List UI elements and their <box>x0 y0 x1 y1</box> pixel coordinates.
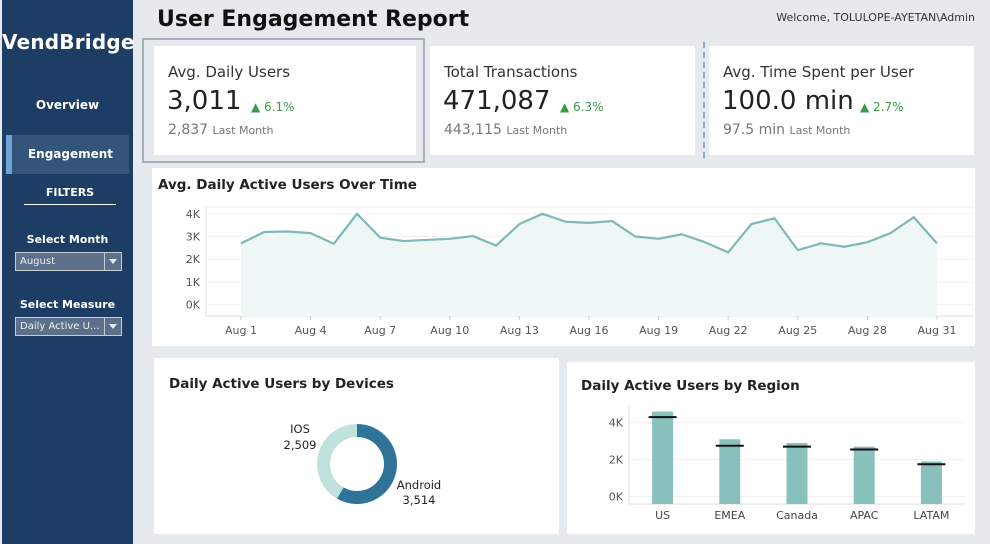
kpi-previous-value: 2,837 <box>168 122 209 138</box>
y-tick-label: 4K <box>186 208 201 221</box>
x-tick-label: Aug 28 <box>848 324 887 337</box>
donut-slice-ios <box>317 424 357 499</box>
bar-chart-title: Daily Active Users by Region <box>581 378 800 394</box>
series-line <box>240 212 938 254</box>
kpi-card-avg-daily-users[interactable]: Avg. Daily Users 3,011 ▲ 6.1% 2,837 Last… <box>154 46 416 155</box>
bar-canada <box>786 442 808 504</box>
x-tick-label: Aug 10 <box>430 324 469 337</box>
y-tick-label: 2K <box>186 253 201 266</box>
y-tick-label: 1K <box>186 276 201 289</box>
x-tick-label: Aug 1 <box>225 324 257 337</box>
chevron-down-icon[interactable] <box>104 253 121 270</box>
kpi-title: Avg. Time Spent per User <box>723 63 915 81</box>
bar-latam <box>920 461 942 504</box>
x-tick-label: Aug 13 <box>500 324 539 337</box>
kpi-previous-label: Last Month <box>212 124 274 137</box>
measure-dropdown[interactable]: Daily Active U... <box>15 317 122 336</box>
donut-chart-title: Daily Active Users by Devices <box>169 376 394 392</box>
month-dropdown-value: August <box>20 256 55 267</box>
slice-value: 3,514 <box>403 493 436 507</box>
kpi-divider <box>703 42 705 158</box>
x-tick-label: Aug 4 <box>295 324 327 337</box>
slice-label: IOS <box>290 422 310 436</box>
sidebar: VendBridge Overview Engagement FILTERS S… <box>2 0 135 544</box>
x-tick-label: Aug 31 <box>918 324 957 337</box>
donut-chart-panel: Daily Active Users by Devices Android 3,5… <box>154 358 559 534</box>
select-month-label: Select Month <box>26 233 109 246</box>
kpi-title: Total Transactions <box>444 63 578 81</box>
kpi-card-avg-time-spent[interactable]: Avg. Time Spent per User 100.0 min ▲ 2.7… <box>709 46 974 155</box>
measure-dropdown-value: Daily Active U... <box>20 321 100 332</box>
line-chart-panel: Avg. Daily Active Users Over Time 0K 1K 2K… <box>152 168 975 346</box>
slice-value: 2,509 <box>284 438 317 452</box>
x-tick-label: EMEA <box>714 509 745 522</box>
x-tick-label: LATAM <box>913 509 949 522</box>
kpi-value: 3,011 <box>167 86 242 116</box>
line-chart[interactable]: 0K 1K 2K 3K 4K Aug 1 Aug 4 Aug 7 Aug 10 Aug 13 Aug… <box>152 168 975 346</box>
y-tick-label: 4K <box>609 417 624 430</box>
kpi-change: ▲ 2.7% <box>860 100 904 114</box>
x-tick-label: US <box>655 509 670 522</box>
page-title: User Engagement Report <box>157 7 470 32</box>
welcome-text: Welcome, TOLULOPE-AYETAN\Admin <box>776 11 975 24</box>
line-area-fill <box>241 213 937 316</box>
nav-overview[interactable]: Overview <box>35 98 100 112</box>
x-tick-label: Aug 19 <box>639 324 678 337</box>
kpi-change: ▲ 6.3% <box>560 100 604 114</box>
bar-emea <box>719 439 741 504</box>
y-tick-label: 3K <box>186 231 201 244</box>
slice-label: Android <box>397 478 441 492</box>
bar-chart[interactable]: 0K 2K 4K US EMEA Canada APAC LATAM <box>567 362 975 534</box>
kpi-previous: 443,115 Last Month <box>444 122 567 138</box>
kpi-value: 100.0 min <box>722 86 854 116</box>
kpi-previous: 2,837 Last Month <box>168 122 273 138</box>
kpi-previous-value: 97.5 min <box>723 122 786 138</box>
chevron-down-icon[interactable] <box>104 318 121 335</box>
x-tick-label: Canada <box>776 509 818 522</box>
y-tick-label: 0K <box>609 491 624 504</box>
kpi-previous: 97.5 min Last Month <box>723 122 850 138</box>
brand-logo: VendBridge <box>2 30 135 54</box>
bar-apac <box>853 446 875 504</box>
x-tick-label: Aug 16 <box>570 324 609 337</box>
x-tick-label: Aug 7 <box>364 324 396 337</box>
x-tick-label: APAC <box>850 509 879 522</box>
kpi-change: ▲ 6.1% <box>251 100 295 114</box>
y-tick-label: 2K <box>609 454 624 467</box>
kpi-previous-value: 443,115 <box>444 122 502 138</box>
x-tick-label: Aug 22 <box>709 324 748 337</box>
kpi-value: 471,087 <box>443 86 551 116</box>
bar-us <box>652 411 674 504</box>
filters-heading: FILTERS <box>24 186 116 205</box>
donut-slice-android <box>336 424 397 504</box>
kpi-card-total-transactions[interactable]: Total Transactions 471,087 ▲ 6.3% 443,11… <box>430 46 695 155</box>
y-tick-label: 0K <box>186 299 201 312</box>
bar-chart-panel: Daily Active Users by Region 0K 2K 4K US EME… <box>567 362 975 534</box>
month-dropdown[interactable]: August <box>15 252 122 271</box>
select-measure-label: Select Measure <box>19 298 116 311</box>
kpi-previous-label: Last Month <box>789 124 851 137</box>
kpi-title: Avg. Daily Users <box>168 63 291 81</box>
nav-engagement[interactable]: Engagement <box>6 135 129 174</box>
line-chart-title: Avg. Daily Active Users Over Time <box>158 177 417 193</box>
kpi-previous-label: Last Month <box>506 124 568 137</box>
x-tick-label: Aug 25 <box>778 324 817 337</box>
